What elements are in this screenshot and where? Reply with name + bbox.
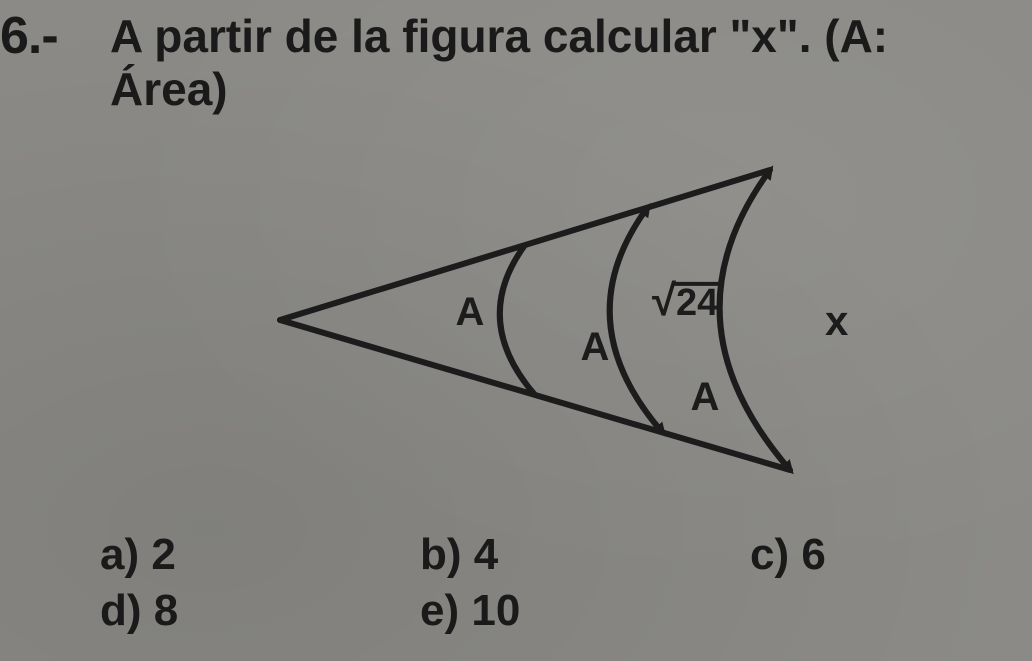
- svg-text:A: A: [456, 290, 485, 334]
- question-stem: A partir de la figura calcular "x". (A: …: [110, 10, 1012, 116]
- svg-text:A: A: [691, 375, 720, 419]
- option-a: a) 2: [100, 530, 420, 580]
- answer-options: a) 2 b) 4 c) 6 d) 8 e) 10: [100, 530, 992, 636]
- exercise-page: 6.- A partir de la figura calcular "x". …: [0, 0, 1032, 661]
- option-b: b) 4: [420, 530, 750, 580]
- svg-text:A: A: [581, 325, 610, 369]
- svg-text:24: 24: [676, 282, 718, 324]
- option-e: e) 10: [420, 586, 750, 636]
- stem-line-2: Área): [110, 63, 228, 115]
- option-d: d) 8: [100, 586, 420, 636]
- question-number: 6.-: [0, 6, 58, 66]
- sector-svg: AAA√24x: [250, 150, 870, 490]
- svg-text:x: x: [825, 297, 849, 344]
- option-c: c) 6: [750, 530, 950, 580]
- sector-figure: AAA√24x: [250, 150, 870, 490]
- stem-line-1: A partir de la figura calcular "x". (A:: [110, 10, 888, 62]
